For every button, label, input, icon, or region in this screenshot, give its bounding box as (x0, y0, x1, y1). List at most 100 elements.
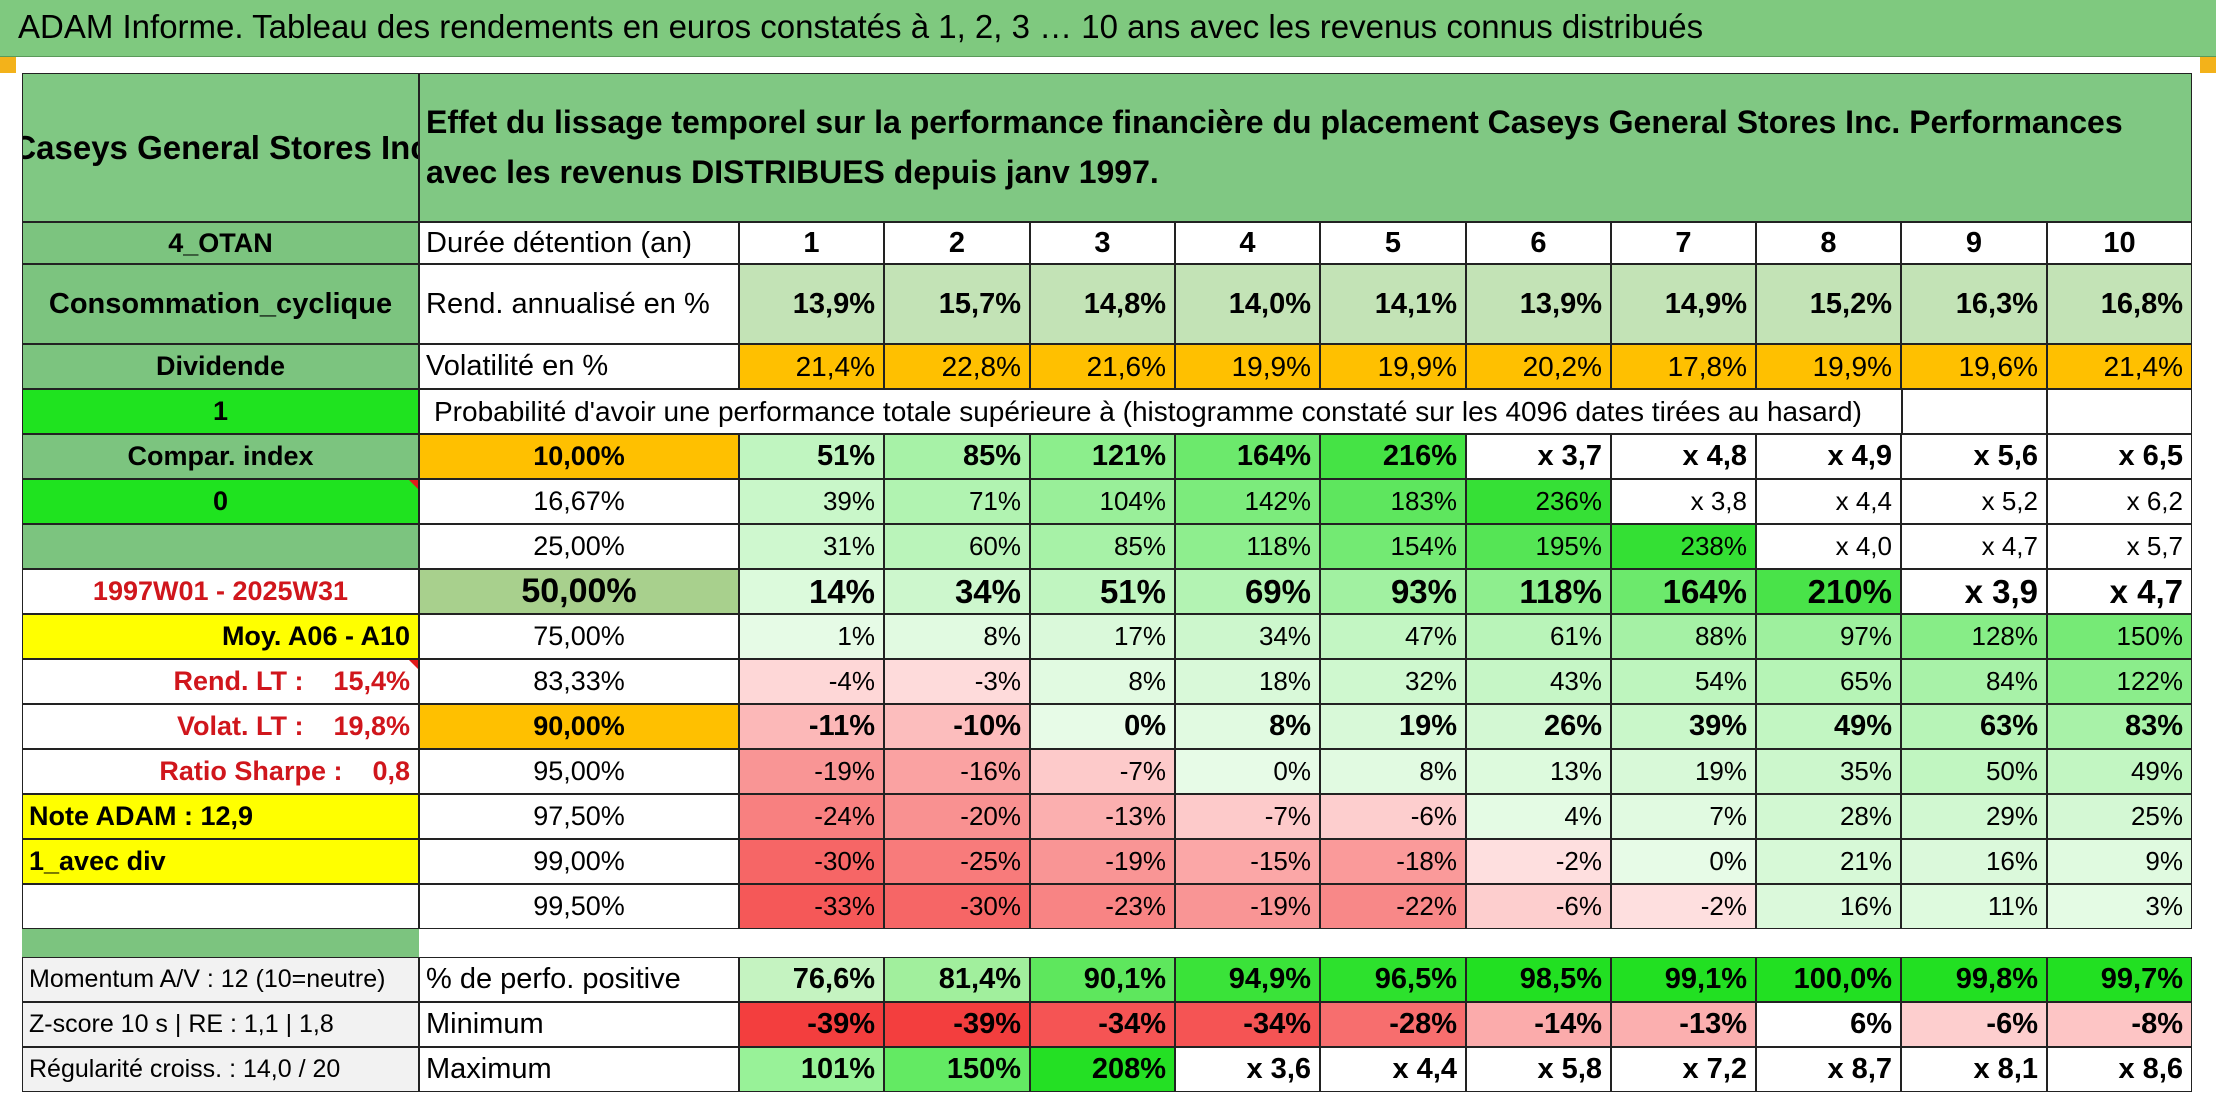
prob-cell-1-3[interactable]: 121% (1030, 434, 1175, 479)
prob-cell-5-6[interactable]: 61% (1466, 614, 1611, 659)
prob-cell-8-9[interactable]: 50% (1901, 749, 2047, 794)
prob-cell-9-6[interactable]: 4% (1466, 794, 1611, 839)
company-name[interactable]: Caseys General Stores Inc (22, 73, 419, 222)
prob-cell-7-6[interactable]: 26% (1466, 704, 1611, 749)
year-header-2[interactable]: 2 (884, 222, 1030, 264)
prob-cell-11-7[interactable]: -2% (1611, 884, 1756, 929)
prob-cell-3-10[interactable]: x 5,7 (2047, 524, 2192, 569)
table-description[interactable]: Effet du lissage temporel sur la perform… (419, 73, 2192, 222)
prob-cell-1-10[interactable]: x 6,5 (2047, 434, 2192, 479)
prob-cell-11-10[interactable]: 3% (2047, 884, 2192, 929)
rend-value-5[interactable]: 14,1% (1320, 264, 1466, 344)
prob-cell-2-2[interactable]: 71% (884, 479, 1030, 524)
period-cell[interactable]: 1997W01 - 2025W31 (22, 569, 419, 614)
volat-value-10[interactable]: 21,4% (2047, 344, 2192, 389)
rend-value-6[interactable]: 13,9% (1466, 264, 1611, 344)
compar-value-cell[interactable]: 0 (22, 479, 419, 524)
volat-value-7[interactable]: 17,8% (1611, 344, 1756, 389)
prob-cell-6-3[interactable]: 8% (1030, 659, 1175, 704)
perf-pos-value-10[interactable]: 99,7% (2047, 957, 2192, 1002)
prob-cell-4-2[interactable]: 34% (884, 569, 1030, 614)
prob-cell-8-7[interactable]: 19% (1611, 749, 1756, 794)
year-header-7[interactable]: 7 (1611, 222, 1756, 264)
prob-cell-4-1[interactable]: 14% (739, 569, 884, 614)
volat-value-8[interactable]: 19,9% (1756, 344, 1901, 389)
proba-label[interactable]: Probabilité d'avoir une performance tota… (419, 389, 1902, 434)
ratio-sharpe-cell[interactable]: Ratio Sharpe : 0,8 (22, 749, 419, 794)
prob-cell-4-8[interactable]: 210% (1756, 569, 1901, 614)
rend-value-1[interactable]: 13,9% (739, 264, 884, 344)
volat-lt-cell[interactable]: Volat. LT : 19,8% (22, 704, 419, 749)
prob-cell-8-10[interactable]: 49% (2047, 749, 2192, 794)
prob-cell-7-7[interactable]: 39% (1611, 704, 1756, 749)
prob-cell-9-8[interactable]: 28% (1756, 794, 1901, 839)
minimum-value-2[interactable]: -39% (884, 1002, 1030, 1047)
perf-pos-value-1[interactable]: 76,6% (739, 957, 884, 1002)
prob-cell-9-1[interactable]: -24% (739, 794, 884, 839)
percentile-83,33%[interactable]: 83,33% (419, 659, 739, 704)
year-header-8[interactable]: 8 (1756, 222, 1901, 264)
maximum-value-4[interactable]: x 3,6 (1175, 1047, 1320, 1092)
perf-pos-value-7[interactable]: 99,1% (1611, 957, 1756, 1002)
momentum-cell[interactable]: Momentum A/V : 12 (10=neutre) (22, 957, 419, 1002)
prob-cell-1-7[interactable]: x 4,8 (1611, 434, 1756, 479)
prob-cell-5-10[interactable]: 150% (2047, 614, 2192, 659)
prob-cell-6-9[interactable]: 84% (1901, 659, 2047, 704)
prob-cell-9-4[interactable]: -7% (1175, 794, 1320, 839)
rend-value-7[interactable]: 14,9% (1611, 264, 1756, 344)
prob-cell-1-1[interactable]: 51% (739, 434, 884, 479)
percentile-16,67%[interactable]: 16,67% (419, 479, 739, 524)
percentile-50,00%[interactable]: 50,00% (419, 569, 739, 614)
year-header-10[interactable]: 10 (2047, 222, 2192, 264)
prob-cell-8-6[interactable]: 13% (1466, 749, 1611, 794)
prob-cell-2-8[interactable]: x 4,4 (1756, 479, 1901, 524)
volat-value-9[interactable]: 19,6% (1901, 344, 2047, 389)
prob-cell-7-8[interactable]: 49% (1756, 704, 1901, 749)
code-cell[interactable]: 4_OTAN (22, 222, 419, 264)
prob-cell-11-3[interactable]: -23% (1030, 884, 1175, 929)
minimum-value-6[interactable]: -14% (1466, 1002, 1611, 1047)
year-header-4[interactable]: 4 (1175, 222, 1320, 264)
prob-cell-4-7[interactable]: 164% (1611, 569, 1756, 614)
rend-value-3[interactable]: 14,8% (1030, 264, 1175, 344)
prob-cell-7-3[interactable]: 0% (1030, 704, 1175, 749)
prob-cell-8-3[interactable]: -7% (1030, 749, 1175, 794)
percentile-95,00%[interactable]: 95,00% (419, 749, 739, 794)
percentile-25,00%[interactable]: 25,00% (419, 524, 739, 569)
year-header-6[interactable]: 6 (1466, 222, 1611, 264)
volat-value-5[interactable]: 19,9% (1320, 344, 1466, 389)
prob-cell-2-9[interactable]: x 5,2 (1901, 479, 2047, 524)
prob-cell-11-5[interactable]: -22% (1320, 884, 1466, 929)
percentile-75,00%[interactable]: 75,00% (419, 614, 739, 659)
prob-cell-10-9[interactable]: 16% (1901, 839, 2047, 884)
prob-cell-11-8[interactable]: 16% (1756, 884, 1901, 929)
regularite-cell[interactable]: Régularité croiss. : 14,0 / 20 (22, 1047, 419, 1092)
prob-cell-5-5[interactable]: 47% (1320, 614, 1466, 659)
proba-blank-10[interactable] (2047, 389, 2192, 434)
prob-cell-3-1[interactable]: 31% (739, 524, 884, 569)
maximum-value-6[interactable]: x 5,8 (1466, 1047, 1611, 1092)
volat-label[interactable]: Volatilité en % (419, 344, 739, 389)
rend-lt-cell[interactable]: Rend. LT : 15,4% (22, 659, 419, 704)
perf-pos-value-9[interactable]: 99,8% (1901, 957, 2047, 1002)
blank-panel-cell[interactable] (22, 524, 419, 569)
prob-cell-1-8[interactable]: x 4,9 (1756, 434, 1901, 479)
minimum-value-1[interactable]: -39% (739, 1002, 884, 1047)
prob-cell-10-2[interactable]: -25% (884, 839, 1030, 884)
perf-pos-value-6[interactable]: 98,5% (1466, 957, 1611, 1002)
minimum-value-5[interactable]: -28% (1320, 1002, 1466, 1047)
prob-cell-1-9[interactable]: x 5,6 (1901, 434, 2047, 479)
prob-cell-3-5[interactable]: 154% (1320, 524, 1466, 569)
prob-cell-11-9[interactable]: 11% (1901, 884, 2047, 929)
prob-cell-10-7[interactable]: 0% (1611, 839, 1756, 884)
prob-cell-1-6[interactable]: x 3,7 (1466, 434, 1611, 479)
prob-cell-8-8[interactable]: 35% (1756, 749, 1901, 794)
prob-cell-4-6[interactable]: 118% (1466, 569, 1611, 614)
prob-cell-9-10[interactable]: 25% (2047, 794, 2192, 839)
percentile-10,00%[interactable]: 10,00% (419, 434, 739, 479)
year-header-5[interactable]: 5 (1320, 222, 1466, 264)
prob-cell-5-8[interactable]: 97% (1756, 614, 1901, 659)
maximum-value-8[interactable]: x 8,7 (1756, 1047, 1901, 1092)
year-header-9[interactable]: 9 (1901, 222, 2047, 264)
compar-index-cell[interactable]: Compar. index (22, 434, 419, 479)
